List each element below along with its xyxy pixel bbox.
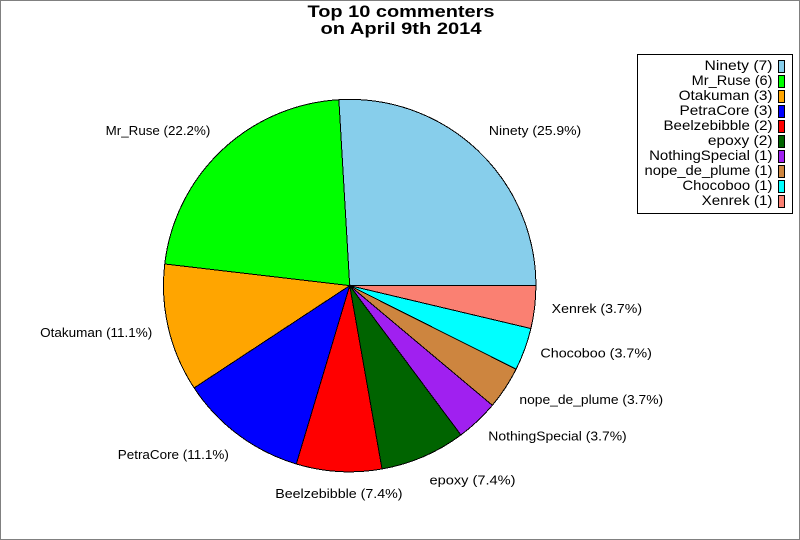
svg-text:PetraCore (11.1%): PetraCore (11.1%) [118,447,229,462]
svg-text:Otakuman (11.1%): Otakuman (11.1%) [40,325,152,340]
svg-text:Xenrek (3.7%): Xenrek (3.7%) [552,301,642,316]
svg-text:Chocoboo (3.7%): Chocoboo (3.7%) [540,346,652,361]
svg-text:PetraCore (3): PetraCore (3) [680,103,773,118]
svg-text:Mr_Ruse (22.2%): Mr_Ruse (22.2%) [106,123,211,138]
svg-text:Beelzebibble (2): Beelzebibble (2) [664,118,773,133]
svg-text:Mr_Ruse (6): Mr_Ruse (6) [692,73,773,88]
svg-text:Ninety (25.9%): Ninety (25.9%) [489,123,581,138]
svg-text:nope_de_plume (3.7%): nope_de_plume (3.7%) [519,392,663,407]
svg-text:Top 10 commenters: Top 10 commenters [308,3,495,21]
svg-text:epoxy (2): epoxy (2) [708,133,773,148]
svg-text:Ninety (7): Ninety (7) [705,58,773,73]
svg-text:epoxy (7.4%): epoxy (7.4%) [430,473,516,488]
svg-text:nope_de_plume (1): nope_de_plume (1) [645,163,773,178]
svg-text:NothingSpecial (3.7%): NothingSpecial (3.7%) [488,429,626,444]
svg-text:Xenrek (1): Xenrek (1) [702,193,773,208]
svg-text:on April 9th 2014: on April 9th 2014 [321,20,482,38]
svg-text:Beelzebibble (7.4%): Beelzebibble (7.4%) [275,486,402,501]
svg-text:Chocoboo (1): Chocoboo (1) [682,178,772,193]
svg-text:NothingSpecial (1): NothingSpecial (1) [649,148,772,163]
svg-text:Otakuman (3): Otakuman (3) [679,88,773,103]
